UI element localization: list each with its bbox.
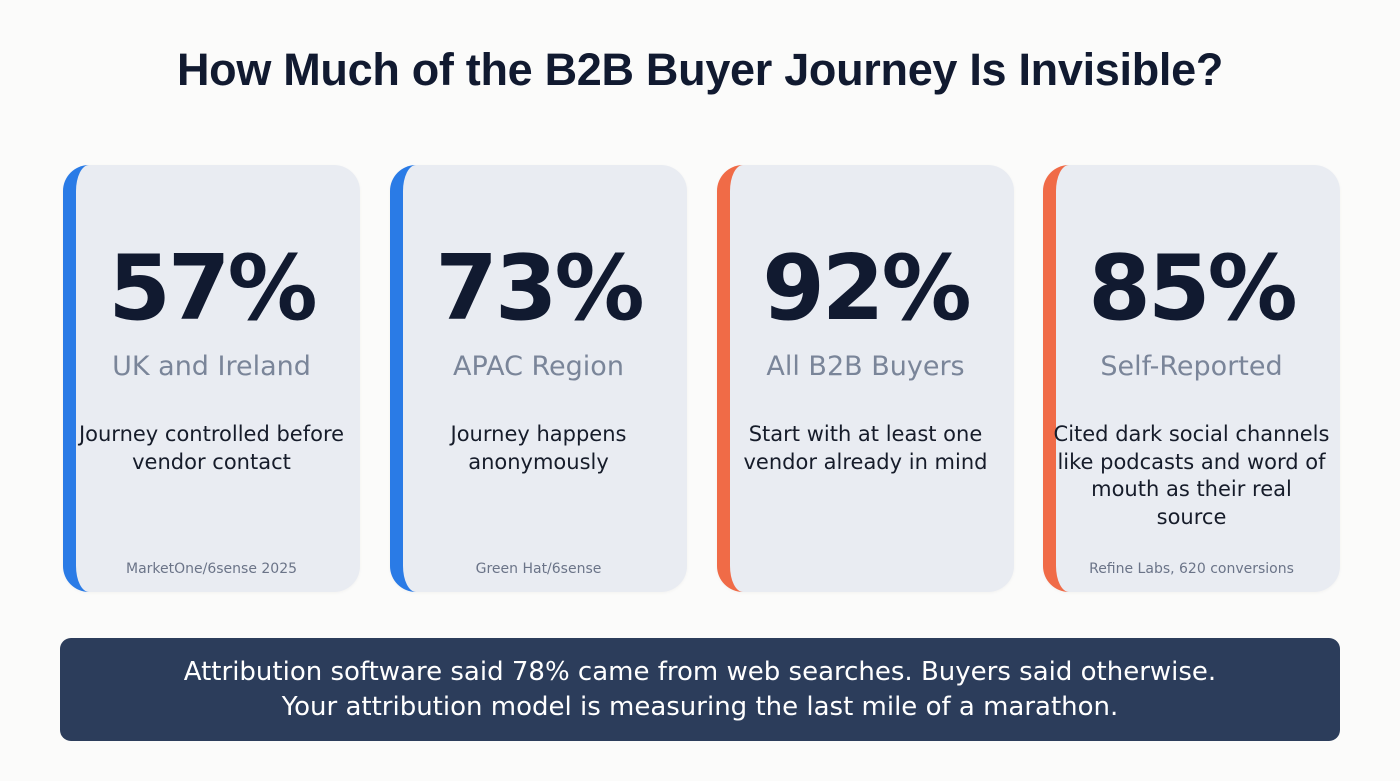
- stat-label: APAC Region: [453, 351, 624, 382]
- stat-source: MarketOne/6sense 2025: [125, 561, 298, 577]
- stat-value: 85%: [1088, 236, 1297, 341]
- page-title: How Much of the B2B Buyer Journey Is Inv…: [176, 44, 1224, 95]
- banner-line-2: Your attribution model is measuring the …: [281, 692, 1119, 722]
- stat-card-self-reported: 85% Self-Reported Cited dark social chan…: [1043, 165, 1340, 592]
- conclusion-banner: Attribution software said 78% came from …: [60, 638, 1340, 741]
- stat-description: Journey happens anonymously: [450, 422, 627, 474]
- stat-description: Cited dark social channels like podcasts…: [1053, 422, 1330, 529]
- stat-card-apac: 73% APAC Region Journey happens anonymou…: [390, 165, 687, 592]
- banner-line-1: Attribution software said 78% came from …: [183, 657, 1217, 687]
- stat-source: Green Hat/6sense: [475, 561, 602, 577]
- stat-label: UK and Ireland: [112, 351, 311, 382]
- stat-description: Journey controlled before vendor contact: [78, 422, 345, 474]
- stat-value: 57%: [108, 236, 317, 341]
- stat-card-all-buyers: 92% All B2B Buyers Start with at least o…: [717, 165, 1014, 592]
- stat-source: Refine Labs, 620 conversions: [1089, 561, 1294, 577]
- stat-description: Start with at least one vendor already i…: [743, 422, 988, 474]
- stat-label: All B2B Buyers: [766, 351, 965, 382]
- stat-value: 73%: [435, 236, 644, 341]
- stat-card-uk-ireland: 57% UK and Ireland Journey controlled be…: [63, 165, 360, 592]
- stat-value: 92%: [762, 236, 971, 341]
- stat-label: Self-Reported: [1100, 351, 1283, 382]
